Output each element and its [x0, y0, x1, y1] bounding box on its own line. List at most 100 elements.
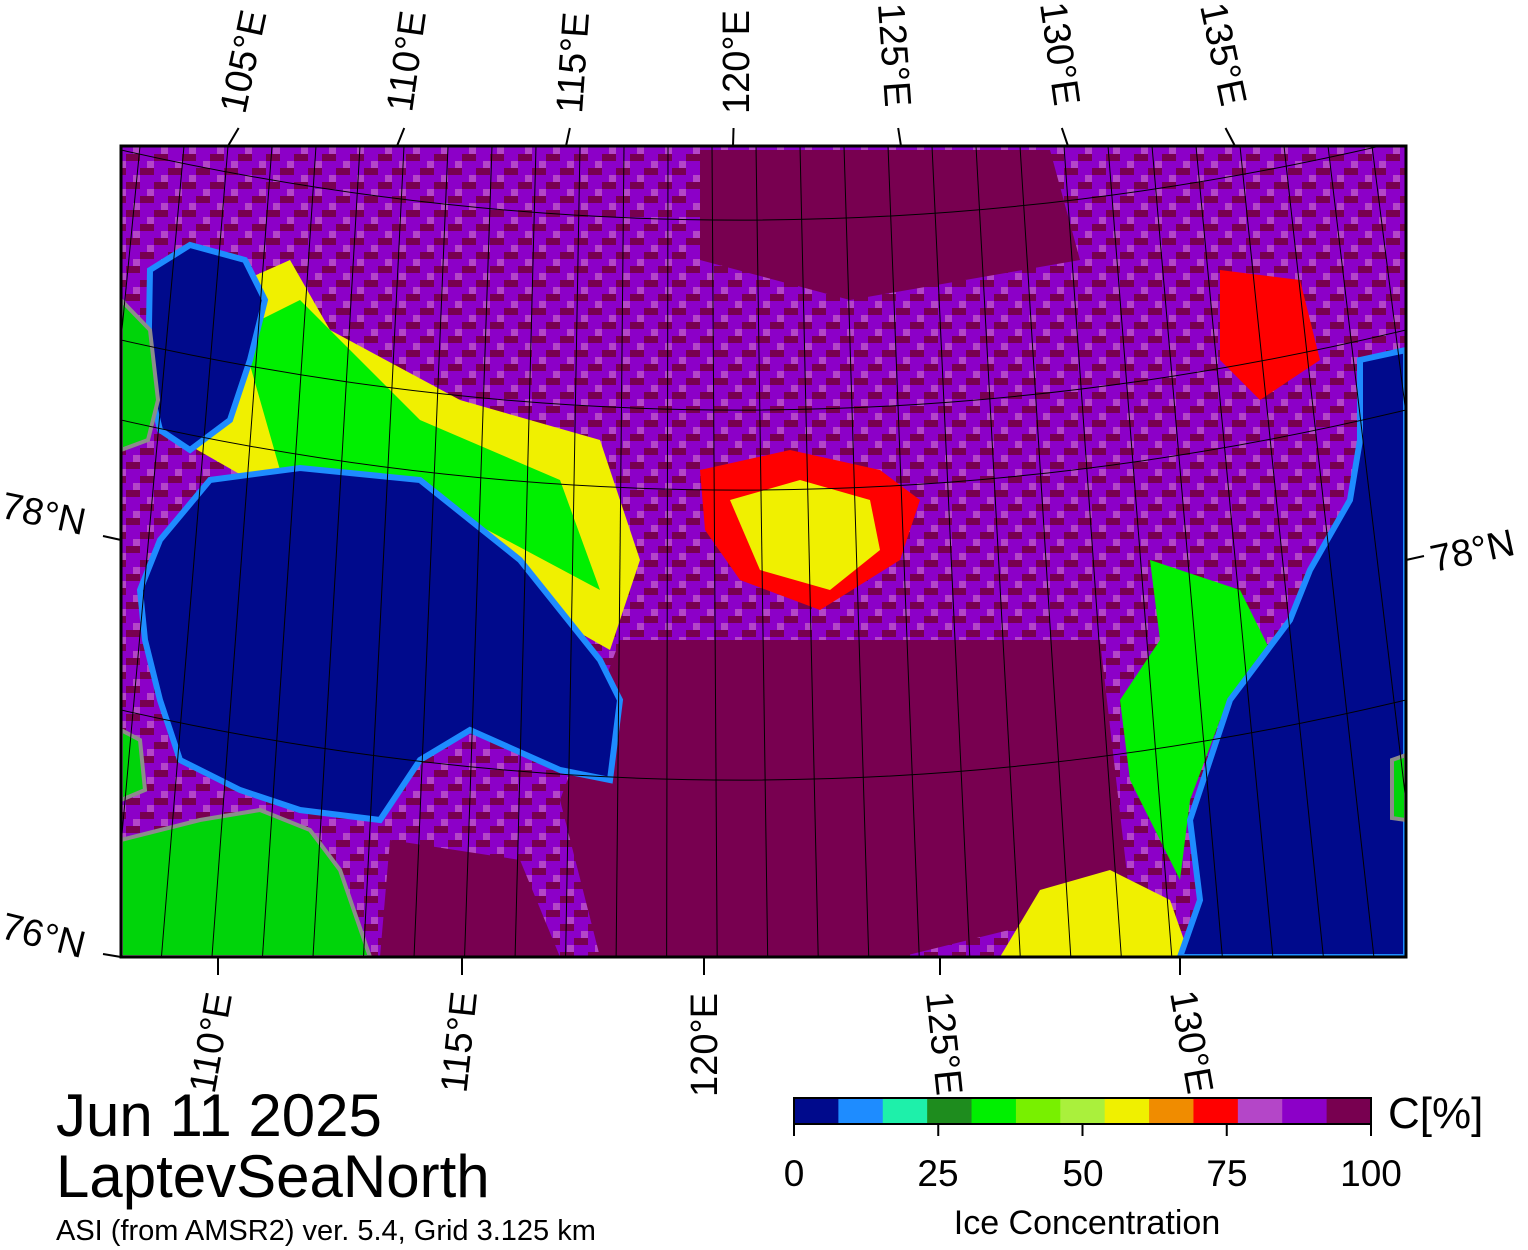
meridian-line: [363, 146, 405, 957]
meridian-line: [1063, 146, 1122, 957]
meridian-line: [1107, 146, 1173, 957]
meridian-line: [261, 146, 317, 957]
meridian-line: [464, 146, 493, 957]
meridian-line: [975, 146, 1021, 957]
axis-ticks: [102, 127, 1425, 975]
marginal-ice-zone: [240, 300, 600, 590]
open-water-polynya: [136, 464, 624, 824]
lon-label: 115°E: [549, 11, 598, 115]
lon-label: 135°E: [1191, 0, 1254, 110]
meridian-line: [755, 146, 769, 957]
colorbar-tick-label: 75: [1206, 1153, 1248, 1194]
meridian-line: [615, 146, 625, 957]
colorbar-swatch: [1149, 1098, 1194, 1124]
lat-label: 76°N: [0, 906, 89, 967]
colorbar-swatch: [882, 1098, 928, 1124]
colorbar-tick-label: 25: [917, 1153, 959, 1194]
colorbar-swatch: [794, 1098, 839, 1124]
axis-tick: [1224, 127, 1236, 147]
meridian-line: [312, 146, 361, 957]
colorbar-unit: C[%]: [1388, 1089, 1484, 1138]
marginal-ice-zone: [1000, 870, 1190, 957]
lon-label: 125°E: [917, 990, 970, 1098]
high-concentration-patch: [1220, 270, 1320, 400]
colorbar-swatch: [1326, 1098, 1372, 1124]
meridian-line: [160, 146, 229, 957]
marginal-ice-zone: [730, 480, 880, 590]
meridian-line: [666, 146, 669, 957]
marginal-ice-zone: [1120, 560, 1270, 880]
lon-label: 105°E: [213, 6, 276, 116]
colorbar-swatch: [1015, 1098, 1061, 1124]
lon-label: 115°E: [434, 990, 486, 1095]
meridian-line: [1019, 146, 1072, 957]
lon-labels-top: 105°E 110°E 115°E 120°E 125°E 130°E 135°…: [213, 0, 1254, 117]
meridian-line: [514, 146, 537, 957]
meridian-line: [843, 146, 870, 957]
meridian-line: [413, 146, 449, 957]
axis-tick: [1060, 127, 1069, 147]
colorbar-swatch: [1060, 1098, 1106, 1124]
lon-label: 120°E: [716, 10, 758, 114]
land-taymyr-peninsula: [121, 807, 373, 957]
parallel-line: [121, 329, 1406, 411]
dark-ice-region: [700, 150, 1080, 300]
lon-labels-bottom: 110°E 115°E 120°E 125°E 130°E: [182, 987, 1221, 1097]
colorbar: [793, 1097, 1372, 1136]
meridian-line: [1371, 146, 1406, 418]
meridian-line: [1151, 146, 1223, 957]
axis-tick: [102, 535, 122, 541]
axis-tick: [102, 953, 122, 958]
land-island: [121, 727, 148, 803]
colorbar-tick-label: 0: [783, 1153, 805, 1194]
lon-label: 125°E: [869, 2, 918, 109]
meridian-line: [1283, 146, 1375, 957]
meridian-line: [565, 146, 581, 957]
map-subtitle: ASI (from AMSR2) ver. 5.4, Grid 3.125 km: [56, 1215, 596, 1247]
axis-tick: [396, 127, 406, 147]
parallel-line: [121, 409, 1406, 491]
lon-label: 110°E: [379, 8, 435, 114]
colorbar-swatch: [1237, 1098, 1283, 1124]
colorbar-swatch: [838, 1098, 884, 1124]
parallel-line: [121, 146, 1383, 221]
graticule-lines: [121, 146, 1406, 957]
meridian-line: [887, 146, 920, 957]
colorbar-swatch: [1104, 1098, 1150, 1124]
lon-label: 120°E: [684, 993, 726, 1097]
colorbar-tick-label: 50: [1062, 1153, 1104, 1194]
axis-tick: [1405, 555, 1425, 561]
colorbar-swatch: [971, 1098, 1017, 1124]
meridian-line: [1327, 146, 1406, 807]
land-severnaya-zemlya: [121, 297, 161, 453]
lon-label: 110°E: [182, 989, 241, 1096]
colorbar-swatch: [927, 1098, 973, 1124]
meridian-line: [799, 146, 819, 957]
lat-label: 78°N: [1427, 522, 1519, 581]
axis-tick: [732, 127, 735, 147]
map-frame: [119, 144, 1408, 959]
meridian-line: [711, 146, 718, 957]
colorbar-title: Ice Concentration: [953, 1204, 1221, 1242]
meridian-line: [121, 146, 141, 345]
meridian-line: [211, 146, 273, 957]
meridian-line: [121, 146, 185, 851]
axis-tick: [227, 127, 240, 147]
axis-tick: [897, 127, 902, 147]
lon-label: 130°E: [1031, 0, 1087, 108]
colorbar-swatch: [1282, 1098, 1328, 1124]
meridian-line: [1239, 146, 1324, 957]
meridian-line: [931, 146, 971, 957]
colorbar-swatch: [1193, 1098, 1239, 1124]
open-water-polynya: [1176, 346, 1406, 957]
parallel-line: [121, 699, 1406, 781]
lat-label: 78°N: [0, 485, 89, 544]
map-region-name: LaptevSeaNorth: [56, 1143, 490, 1210]
dark-ice-region: [560, 640, 1130, 957]
map-date: Jun 11 2025: [56, 1082, 382, 1149]
dark-ice-region: [380, 840, 560, 957]
map-area: [121, 146, 1406, 957]
colorbar-tick-label: 100: [1340, 1153, 1402, 1194]
meridian-line: [1195, 146, 1274, 957]
